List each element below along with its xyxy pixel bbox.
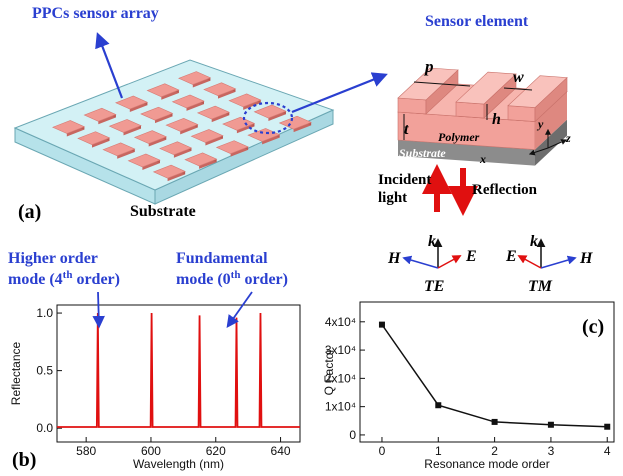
- x-tick-label: 4: [604, 444, 611, 458]
- tm-e: E: [505, 248, 517, 265]
- x-axis-label: Wavelength (nm): [133, 457, 224, 471]
- axis-x: x: [479, 152, 486, 166]
- panel-label: (a): [18, 201, 41, 223]
- data-point: [379, 322, 385, 328]
- te-h: H: [387, 250, 401, 267]
- axis-z: z: [565, 131, 571, 145]
- te-k: k: [428, 233, 436, 250]
- y-tick-label: 0: [349, 428, 356, 442]
- panel-label: (c): [582, 316, 604, 338]
- te-label: TE: [424, 278, 444, 295]
- substrate-layer-label: Substrate: [399, 146, 446, 160]
- panel-label: (b): [12, 449, 36, 471]
- annotation: mode (0th order): [176, 269, 288, 288]
- h-vector: [404, 258, 438, 268]
- data-point: [548, 422, 554, 428]
- plot-frame: [360, 302, 614, 442]
- dim-w: w: [513, 69, 524, 86]
- plot-frame: [57, 305, 300, 442]
- annotation: Higher order: [8, 250, 98, 267]
- x-tick-label: 2: [491, 444, 498, 458]
- x-tick-label: 3: [548, 444, 555, 458]
- annotation-sup: th: [231, 269, 241, 281]
- axis-y: y: [536, 117, 544, 131]
- arrow: [292, 75, 385, 112]
- annotation-sup: th: [63, 269, 73, 281]
- array-label: PPCs sensor array: [32, 5, 159, 22]
- x-tick-label: 640: [271, 444, 291, 458]
- data-line: [57, 313, 300, 427]
- annotation-part: order): [240, 271, 288, 288]
- y-tick-label: 1.0: [36, 306, 53, 320]
- annotation-part: mode (0: [176, 271, 231, 288]
- te-e: E: [465, 248, 477, 265]
- x-tick-label: 0: [379, 444, 386, 458]
- arrow: [98, 35, 122, 98]
- y-tick-label: 0.5: [36, 364, 53, 378]
- x-tick-label: 580: [76, 444, 96, 458]
- data-point: [604, 424, 610, 430]
- dim-p: p: [423, 57, 434, 76]
- ridge-front: [456, 102, 484, 118]
- e-vector: [438, 256, 460, 268]
- tm-k: k: [530, 233, 538, 250]
- element-label: Sensor element: [425, 13, 529, 30]
- dim-h: h: [492, 111, 501, 128]
- tm-h: H: [579, 250, 593, 267]
- y-axis-label: Reflectance: [9, 341, 23, 405]
- x-tick-label: 620: [206, 444, 226, 458]
- x-tick-label: 1: [435, 444, 442, 458]
- sensor-diagram: [15, 35, 575, 268]
- reflection-label: Reflection: [472, 182, 538, 198]
- data-line: [382, 325, 607, 427]
- annotation: mode (4th order): [8, 269, 120, 288]
- annotation-arrow: [228, 292, 252, 326]
- h-vector: [541, 258, 575, 268]
- e-vector: [519, 256, 541, 268]
- data-point: [435, 402, 441, 408]
- data-point: [492, 419, 498, 425]
- substrate-label: Substrate: [130, 203, 196, 220]
- annotation-arrow: [98, 292, 99, 326]
- ridge-front: [508, 106, 535, 122]
- figure: PPCs sensor array Sensor element (a) Sub…: [0, 0, 623, 476]
- y-tick-label: 4x10⁴: [325, 315, 356, 329]
- y-tick-label: 0.0: [36, 421, 53, 435]
- ridge-front: [398, 98, 426, 114]
- y-tick-label: 1x10⁴: [325, 400, 356, 414]
- y-axis-label: Q Factor: [322, 349, 336, 396]
- incident-label: Incident: [378, 172, 431, 188]
- annotation-part: order): [72, 271, 120, 288]
- x-axis-label: Resonance mode order: [424, 457, 549, 471]
- polymer-label: Polymer: [438, 130, 480, 144]
- x-tick-label: 600: [141, 444, 161, 458]
- annotation: Fundamental: [176, 250, 268, 267]
- tm-label: TM: [528, 278, 553, 295]
- incident-label: light: [378, 190, 407, 206]
- annotation-part: mode (4: [8, 271, 63, 288]
- dim-t: t: [404, 121, 409, 138]
